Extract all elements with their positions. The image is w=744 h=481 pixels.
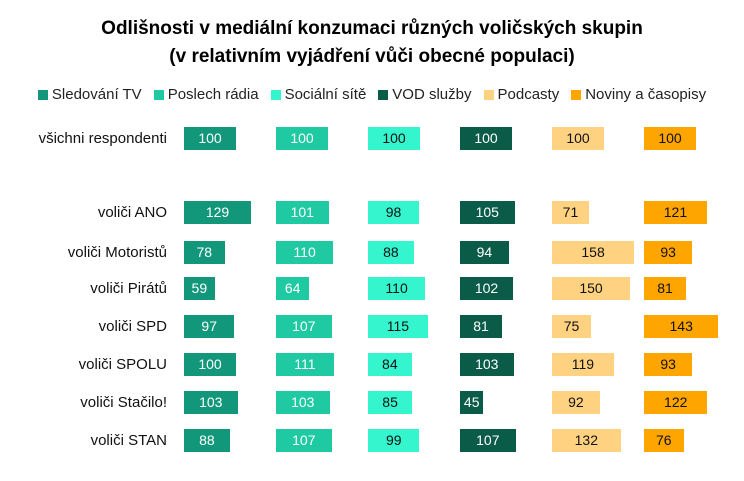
legend-entry: Sledování TV	[37, 86, 142, 103]
bar: 98	[368, 201, 419, 224]
bar: 93	[644, 241, 693, 264]
bar: 111	[276, 353, 334, 376]
row-label: voliči SPD	[98, 318, 167, 335]
bar: 119	[552, 353, 614, 376]
legend-swatch	[37, 89, 48, 100]
legend-entry: Sociální sítě	[270, 86, 367, 103]
legend-label: Podcasty	[497, 86, 560, 103]
bar: 99	[368, 429, 420, 452]
bar: 100	[460, 127, 512, 150]
bar: 94	[460, 241, 509, 264]
bar: 100	[276, 127, 328, 150]
legend-label: Noviny a časopisy	[585, 86, 707, 103]
bar: 81	[644, 277, 687, 300]
bar: 115	[368, 315, 428, 338]
bar: 103	[184, 391, 238, 414]
bar: 84	[368, 353, 412, 376]
bar: 100	[184, 353, 236, 376]
legend-swatch	[483, 89, 494, 100]
bar: 105	[460, 201, 515, 224]
bar: 100	[368, 127, 420, 150]
bar: 92	[552, 391, 600, 414]
row-label: voliči Motoristů	[67, 244, 167, 261]
bar: 143	[644, 315, 719, 338]
bar: 64	[276, 277, 310, 300]
legend-entry: VOD služby	[378, 86, 472, 103]
bar: 100	[184, 127, 236, 150]
bar: 102	[460, 277, 514, 300]
bar: 132	[552, 429, 621, 452]
chart-title: Odlišnosti v mediální konzumaci různých …	[101, 18, 643, 39]
bar: 129	[184, 201, 252, 224]
legend-label: Sledování TV	[51, 86, 142, 103]
bar: 107	[276, 429, 332, 452]
bar: 93	[644, 353, 693, 376]
legend-entry: Noviny a časopisy	[571, 86, 706, 103]
bar: 75	[552, 315, 591, 338]
bar: 59	[184, 277, 215, 300]
bar: 85	[368, 391, 413, 414]
legend-entry: Podcasty	[483, 86, 560, 103]
bar: 81	[460, 315, 503, 338]
bar: 110	[276, 241, 334, 264]
bar: 103	[460, 353, 514, 376]
bar: 101	[276, 201, 329, 224]
bar: 107	[460, 429, 516, 452]
bar: 150	[552, 277, 630, 300]
chart-subtitle: (v relativním vyjádření vůči obecné popu…	[169, 46, 575, 67]
legend-label: Poslech rádia	[167, 86, 259, 103]
bar: 103	[276, 391, 330, 414]
legend-label: Sociální sítě	[284, 86, 367, 103]
row-label: voliči STAN	[90, 432, 167, 449]
row-label: voliči ANO	[97, 204, 167, 221]
legend-swatch	[378, 89, 389, 100]
bar: 71	[552, 201, 589, 224]
bar: 45	[460, 391, 484, 414]
bar: 107	[276, 315, 332, 338]
row-label: všichni respondenti	[38, 130, 167, 147]
bar: 76	[644, 429, 684, 452]
bar: 88	[184, 429, 230, 452]
row-label: voliči Stačilo!	[80, 394, 167, 411]
bar: 88	[368, 241, 414, 264]
legend: Sledování TV Poslech rádia Sociální sítě VO…	[0, 86, 744, 103]
row-label: voliči Pirátů	[90, 280, 167, 297]
legend-label: VOD služby	[392, 86, 472, 103]
row-label: voliči SPOLU	[78, 356, 167, 373]
legend-swatch	[270, 89, 281, 100]
bar: 100	[644, 127, 696, 150]
bar: 121	[644, 201, 707, 224]
bar: 122	[644, 391, 708, 414]
bar: 78	[184, 241, 225, 264]
bar: 158	[552, 241, 635, 264]
legend-swatch	[153, 89, 164, 100]
legend-entry: Poslech rádia	[153, 86, 259, 103]
bar: 100	[552, 127, 604, 150]
bar: 110	[368, 277, 426, 300]
legend-swatch	[571, 89, 582, 100]
bar: 97	[184, 315, 235, 338]
